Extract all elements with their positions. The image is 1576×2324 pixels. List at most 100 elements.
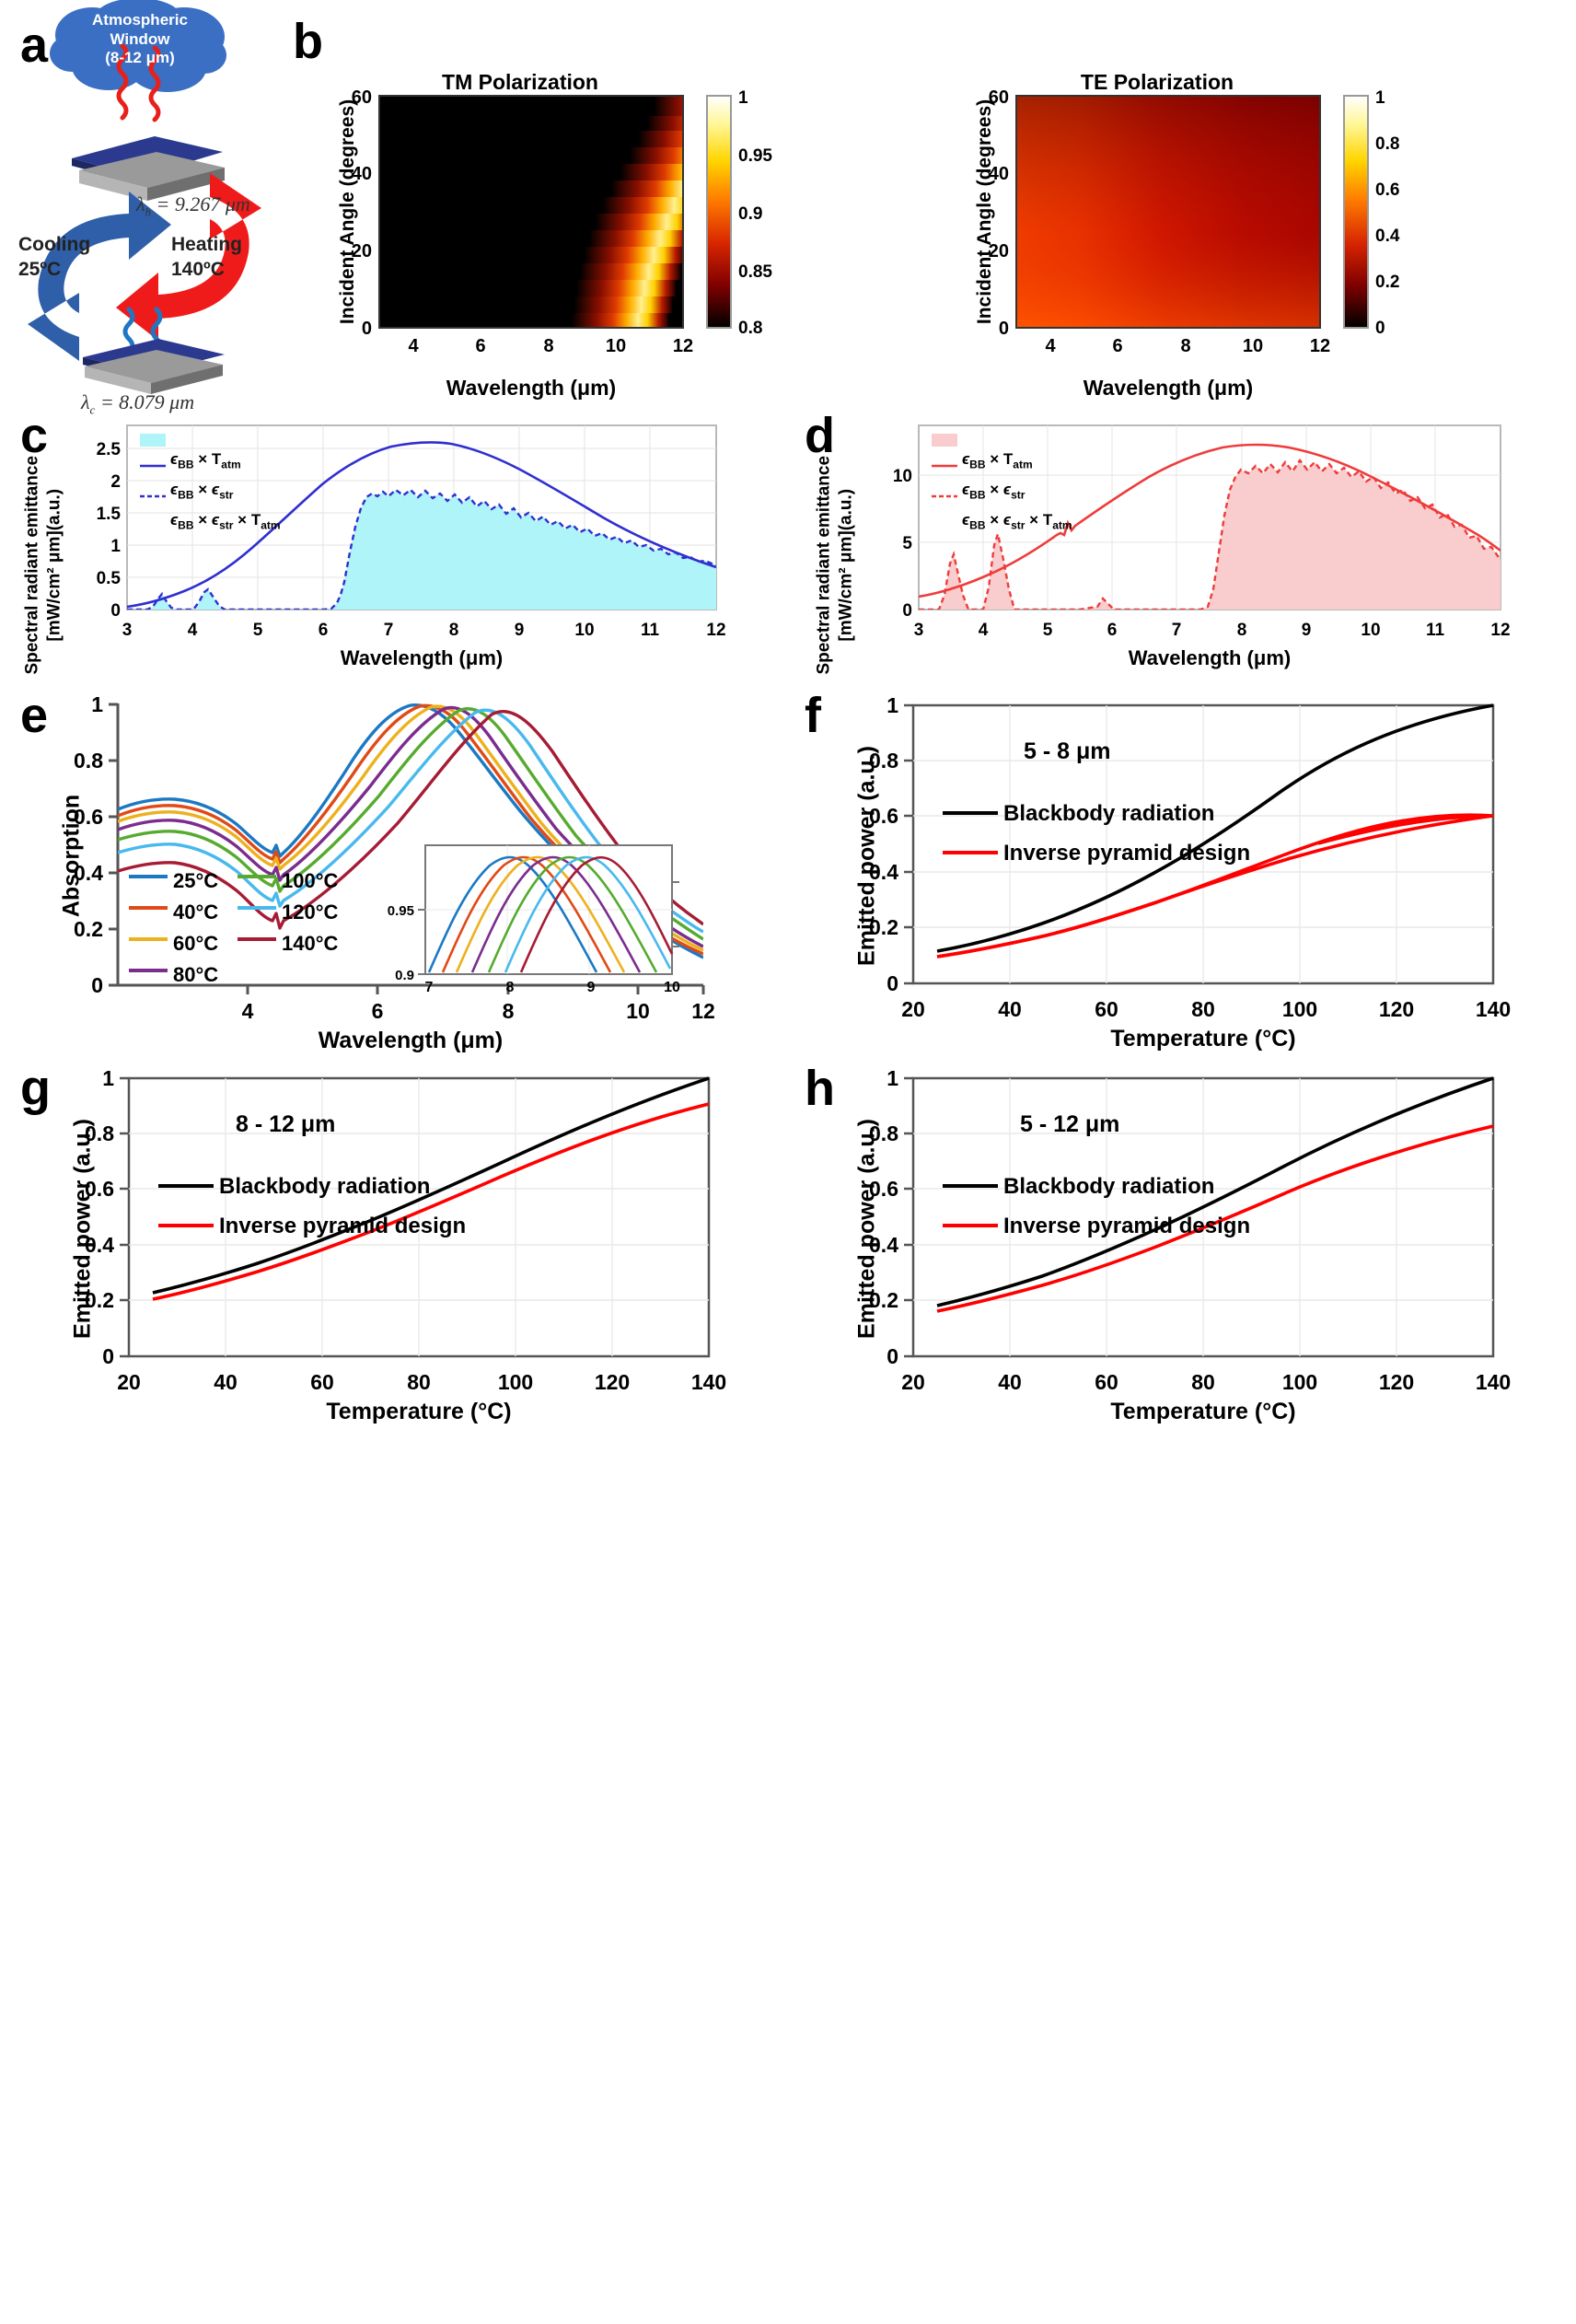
panel-g-xtick-40: 40: [214, 1370, 238, 1394]
panel-d-legend-item-1: ϵBB × Tatm: [962, 451, 1072, 482]
panel-e-inset-ytick-09: 0.9: [395, 968, 414, 983]
panel-h-ytick-04: 0.4: [869, 1233, 898, 1257]
panel-h-xtick-20: 20: [901, 1370, 925, 1394]
legend-d2-sub2: str: [1011, 488, 1026, 502]
cloud-line-2: Window: [110, 29, 170, 48]
te-heatmap-svg: 0 20 40 60 4 6 8 10 12 1 0.8 0.6 0.4 0.2…: [989, 87, 1400, 356]
panel-h-ytick-0: 0: [886, 1344, 898, 1368]
panel-a-schematic: [28, 0, 261, 394]
panel-f-xtick-40: 40: [998, 997, 1022, 1021]
panel-g-xtick-60: 60: [310, 1370, 334, 1394]
tm-cbar-tick-08: 0.8: [738, 319, 762, 338]
tm-cbar-tick-09: 0.9: [738, 204, 762, 224]
panel-f-ytick-0: 0: [886, 971, 898, 995]
panel-f-xlabel-text: Temperature (°C): [1110, 1026, 1296, 1052]
panel-f-design-curve-clean: [936, 814, 1494, 959]
panel-c-legend-labels: ϵBB × Tatm ϵBB × ϵstr ϵBB × ϵstr × Tatm: [170, 451, 281, 542]
panel-c-ytick-2: 2: [110, 472, 121, 492]
panel-e-xtick-4: 4: [242, 999, 254, 1023]
panel-g-xtick-140: 140: [691, 1370, 726, 1394]
panel-g-legend-swatches: [158, 1184, 214, 1227]
legend-c1-eps: ϵ: [170, 450, 179, 468]
panel-e: e Absorption: [0, 681, 792, 1053]
lambda-c-subscript: c: [89, 402, 96, 417]
panel-e-ytick-08: 0.8: [74, 749, 103, 773]
panel-f-xtick-100: 100: [1282, 997, 1317, 1021]
panel-c-legend-item-2: ϵBB × ϵstr: [170, 482, 281, 512]
tm-cbar-tick-095: 0.95: [738, 146, 772, 166]
panel-d-xtick-9: 9: [1302, 621, 1312, 640]
tm-colorbar: [706, 95, 732, 329]
panel-g-design-curve: [152, 1102, 710, 1301]
panel-h-label: h: [805, 1061, 835, 1116]
legend-c3-t3: T: [250, 511, 261, 529]
legend-d1-sub1: BB: [969, 458, 986, 471]
panel-h: h Emitted power (a.u.) 0 0.2 0.4 0.6 0.8…: [784, 1054, 1576, 1424]
panel-g-ytick-06: 0.6: [85, 1177, 114, 1201]
legend-d2-eps: ϵ: [962, 481, 970, 498]
panel-c-atm-fill: [127, 490, 716, 610]
panel-d-legend-labels: ϵBB × Tatm ϵBB × ϵstr ϵBB × ϵstr × Tatm: [962, 451, 1072, 542]
legend-c2-sub2: str: [219, 488, 234, 502]
panel-e-ytick-0: 0: [91, 973, 103, 997]
panel-c-ytick-25: 2.5: [97, 440, 122, 459]
panel-h-chart: 0 0.2 0.4 0.6 0.8 1 20 40 60 80 100 120 …: [869, 1066, 1511, 1394]
tm-ytick-40: 40: [352, 164, 372, 184]
panel-d: d Spectral radiant emittance [mW/cm² μm]…: [784, 405, 1576, 681]
cloud-line-1: Atmospheric: [92, 11, 188, 29]
panel-e-legend-swatches: [129, 875, 276, 972]
panel-h-ytick-02: 0.2: [869, 1288, 898, 1312]
tm-xlabel: Wavelength (μm): [446, 376, 617, 400]
panel-g-range-title: 8 - 12 μm: [236, 1111, 336, 1137]
legend-d2-sub1: BB: [969, 488, 986, 502]
panel-h-design-curve: [936, 1124, 1494, 1313]
panel-f-xlabel: Temperature (°C): [913, 1026, 1493, 1052]
panel-e-legend-label-120C: 120°C: [282, 901, 339, 924]
te-cbar-tick-06: 0.6: [1375, 180, 1399, 200]
panel-c: c Spectral radiant emittance [mW/cm² μm]…: [0, 405, 792, 681]
te-cbar-tick-1: 1: [1375, 88, 1385, 108]
panel-e-inset: 0.9 0.95 7 8 9 10: [388, 844, 680, 995]
legend-c2-sub1: BB: [178, 488, 194, 502]
tm-plot-title: TM Polarization: [442, 70, 598, 94]
tm-xtick-12: 12: [673, 336, 693, 356]
panel-b: b TM Polarization: [285, 0, 1576, 405]
heating-label: Heating: [171, 234, 243, 255]
panel-f-ytick-1: 1: [886, 693, 898, 717]
legend-c3-t: ϵ: [211, 511, 220, 529]
legend-c3-sub1: BB: [178, 518, 194, 532]
panel-e-inset-xtick-7: 7: [425, 980, 434, 995]
tm-ylabel: Incident Angle (degrees): [337, 99, 358, 325]
panel-h-xtick-100: 100: [1282, 1370, 1317, 1394]
panel-e-legend-label-40C: 40°C: [173, 901, 219, 924]
lambda-h-symbol: λ: [136, 192, 145, 215]
panel-h-xtick-120: 120: [1379, 1370, 1414, 1394]
panel-d-xlabel: Wavelength (μm): [1128, 646, 1292, 669]
panel-d-xtick-7: 7: [1172, 621, 1182, 640]
panel-d-label: d: [805, 408, 835, 463]
legend-d3-times2: ×: [1029, 511, 1039, 529]
panel-g-ytick-02: 0.2: [85, 1288, 114, 1312]
panel-d-ytick-5: 5: [902, 534, 912, 553]
panel-f-range-title: 5 - 8 μm: [1024, 738, 1111, 764]
panel-h-ytick-08: 0.8: [869, 1121, 898, 1145]
tm-xtick-6: 6: [475, 336, 485, 356]
panel-g-label: g: [20, 1061, 51, 1116]
panel-e-ylabel: Absorption: [58, 794, 85, 918]
panel-h-legend-swatches: [943, 1184, 998, 1227]
panel-g-xtick-100: 100: [498, 1370, 533, 1394]
panel-f-ylabel: Emitted power (a.u.): [853, 746, 880, 966]
cooling-label: Cooling: [18, 234, 91, 255]
panel-d-xtick-5: 5: [1043, 621, 1053, 640]
te-ytick-20: 20: [989, 241, 1009, 261]
tm-cbar-tick-1: 1: [738, 88, 748, 108]
panel-e-legend-label-80C: 80°C: [173, 963, 219, 986]
panel-c-chart: 0 0.5 1 1.5 2 2.5 3 4 5 6 7 8 9 10 11 12: [97, 424, 726, 640]
legend-c1-sub1: BB: [178, 458, 194, 471]
panel-h-legend-label-design: Inverse pyramid design: [1003, 1214, 1251, 1238]
panel-c-legend-item-1: ϵBB × Tatm: [170, 451, 281, 482]
panel-g-xlabel-text: Temperature (°C): [326, 1399, 512, 1424]
panel-f-xtick-140: 140: [1476, 997, 1511, 1021]
panel-e-xtick-10: 10: [626, 999, 650, 1023]
panel-c-xtick-4: 4: [188, 621, 198, 640]
